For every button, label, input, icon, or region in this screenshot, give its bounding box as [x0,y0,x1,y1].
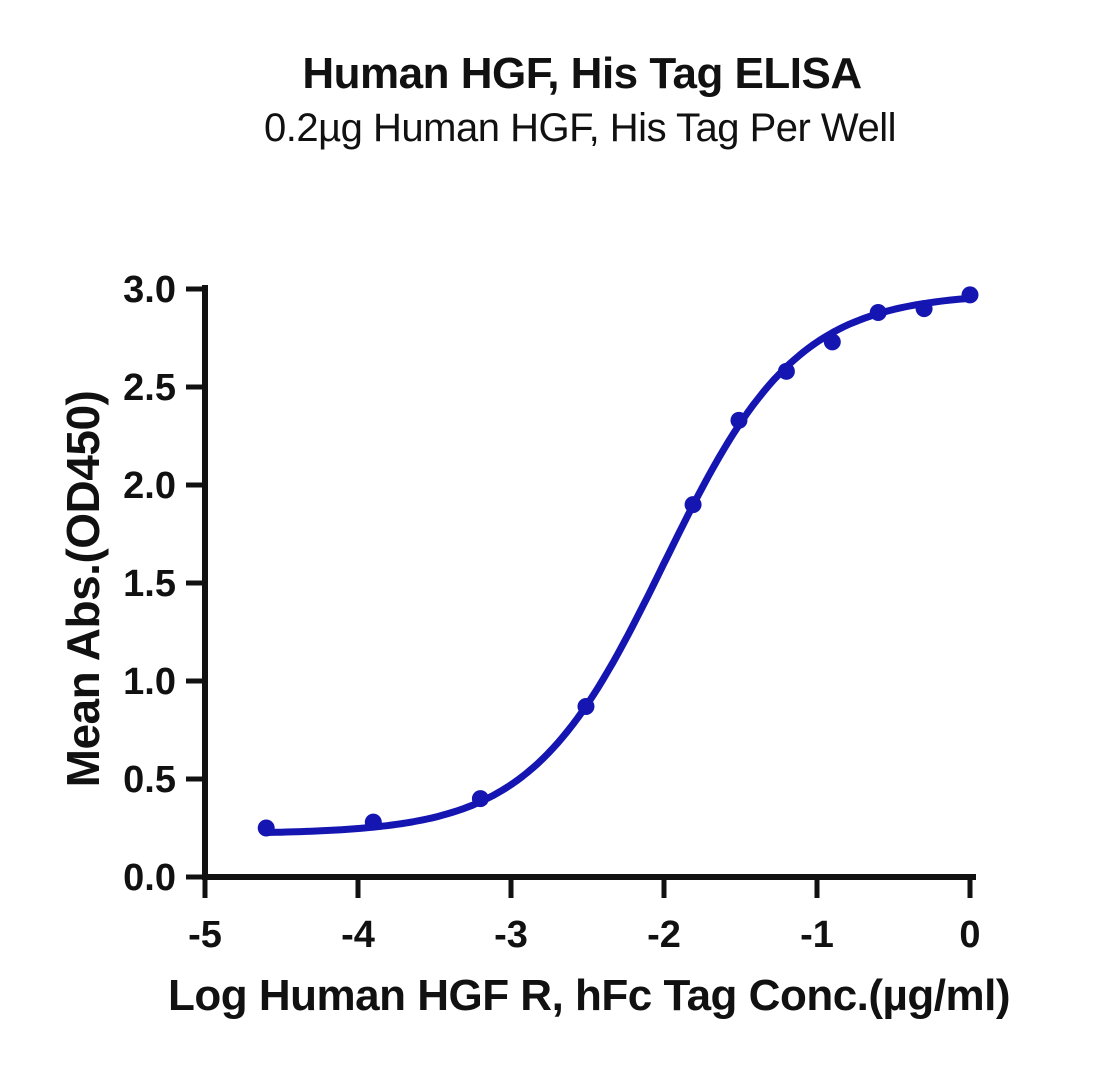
chart-title: Human HGF, His Tag ELISA [302,49,862,98]
data-point-marker [684,496,702,514]
x-tick-label: -4 [341,914,375,956]
x-tick-label: -2 [647,914,681,956]
y-tick-label: 1.5 [123,563,176,605]
data-point-marker [823,333,841,351]
x-axis-label: Log Human HGF R, hFc Tag Conc.(µg/ml) [168,971,1011,1020]
data-point-marker [257,819,275,837]
y-tick-label: 3.0 [123,269,176,311]
data-point-marker [869,304,887,322]
x-tick-label: 0 [959,914,980,956]
y-tick-label: 1.0 [123,661,176,703]
data-point-marker [577,697,595,715]
x-tick-label: -3 [494,914,528,956]
data-point-marker [915,300,933,318]
data-point-marker [364,813,382,831]
data-point-marker [777,362,795,380]
y-tick-label: 2.5 [123,367,176,409]
data-point-marker [961,286,979,304]
fit-curve [262,294,974,836]
chart-subtitle: 0.2µg Human HGF, His Tag Per Well [264,106,896,150]
data-point-marker [471,790,489,808]
y-tick-label: 0.5 [123,759,176,801]
y-tick-label: 0.0 [123,857,176,899]
x-tick-label: -1 [800,914,834,956]
y-tick-label: 2.0 [123,465,176,507]
data-point-marker [730,411,748,429]
x-tick-label: -5 [188,914,222,956]
